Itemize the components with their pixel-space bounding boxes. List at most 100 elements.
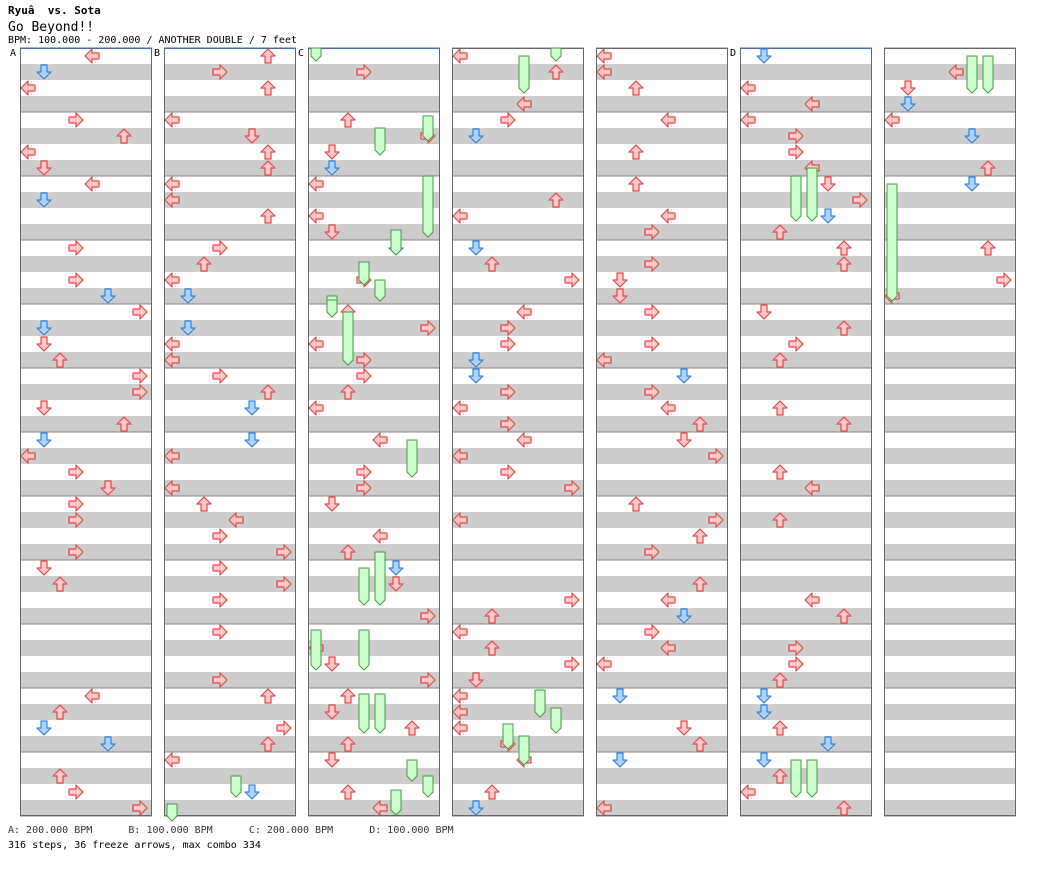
step-arrow: [452, 704, 468, 720]
beat-stripe: [20, 640, 152, 656]
step-arrow: [740, 112, 756, 128]
step-arrow: [500, 320, 516, 336]
beat-stripe: [596, 736, 728, 752]
step-arrow: [468, 128, 484, 144]
step-arrow: [52, 768, 68, 784]
freeze-arrow: [358, 567, 370, 606]
step-arrow: [276, 544, 292, 560]
step-arrow: [820, 736, 836, 752]
freeze-arrow: [550, 707, 562, 734]
chart-stats: 316 steps, 36 freeze arrows, max combo 3…: [8, 840, 261, 851]
step-arrow: [676, 608, 692, 624]
step-arrow: [308, 400, 324, 416]
step-arrow: [212, 672, 228, 688]
beat-stripe: [596, 192, 728, 208]
step-arrow: [660, 208, 676, 224]
beat-stripe: [452, 352, 584, 368]
step-arrow: [484, 608, 500, 624]
step-arrow: [452, 448, 468, 464]
step-arrow: [340, 112, 356, 128]
beat-stripe: [884, 288, 1016, 304]
freeze-arrow: [982, 55, 994, 94]
beat-stripe: [740, 736, 872, 752]
freeze-arrow: [790, 175, 802, 222]
beat-stripe: [452, 544, 584, 560]
step-arrow: [788, 336, 804, 352]
step-arrow: [244, 400, 260, 416]
freeze-arrow: [374, 551, 386, 606]
step-arrow: [788, 144, 804, 160]
beat-stripe: [596, 384, 728, 400]
beat-stripe: [164, 448, 296, 464]
beat-stripe: [308, 640, 440, 656]
chart-panel: [20, 47, 152, 817]
beat-stripe: [596, 288, 728, 304]
step-arrow: [660, 640, 676, 656]
beat-stripe: [884, 480, 1016, 496]
beat-stripe: [884, 320, 1016, 336]
panel-border: [884, 48, 1016, 816]
step-arrow: [772, 400, 788, 416]
freeze-arrow: [374, 127, 386, 156]
step-arrow: [884, 112, 900, 128]
step-arrow: [644, 544, 660, 560]
beat-stripe: [308, 96, 440, 112]
beat-stripe: [884, 192, 1016, 208]
step-arrow: [964, 128, 980, 144]
beat-stripe: [884, 96, 1016, 112]
beat-stripe: [884, 160, 1016, 176]
step-arrow: [276, 720, 292, 736]
step-arrow: [772, 224, 788, 240]
beat-stripe: [596, 352, 728, 368]
beat-stripe: [596, 448, 728, 464]
freeze-arrow: [966, 55, 978, 94]
step-arrow: [452, 208, 468, 224]
step-arrow: [36, 64, 52, 80]
beat-stripe: [884, 512, 1016, 528]
beat-stripe: [452, 320, 584, 336]
step-arrow: [788, 656, 804, 672]
step-arrow: [116, 128, 132, 144]
beat-stripe: [596, 416, 728, 432]
freeze-arrow: [806, 167, 818, 222]
step-arrow: [20, 144, 36, 160]
step-arrow: [468, 800, 484, 816]
beat-stripe: [884, 736, 1016, 752]
beat-stripe: [884, 640, 1016, 656]
beat-stripe: [164, 416, 296, 432]
beat-stripe: [308, 480, 440, 496]
step-arrow: [68, 112, 84, 128]
beat-stripe: [740, 704, 872, 720]
step-arrow: [68, 784, 84, 800]
step-arrow: [900, 96, 916, 112]
beat-stripe: [20, 384, 152, 400]
step-arrow: [692, 528, 708, 544]
song-subtitle: Go Beyond!!: [8, 20, 95, 35]
beat-stripe: [452, 256, 584, 272]
step-arrow: [212, 592, 228, 608]
step-arrow: [324, 656, 340, 672]
beat-stripe: [452, 672, 584, 688]
step-arrow: [644, 336, 660, 352]
beat-stripe: [308, 192, 440, 208]
step-arrow: [676, 432, 692, 448]
beat-stripe: [164, 704, 296, 720]
step-arrow: [308, 176, 324, 192]
step-arrow: [356, 480, 372, 496]
beat-stripe: [308, 416, 440, 432]
step-arrow: [500, 384, 516, 400]
beat-stripe: [452, 608, 584, 624]
beat-stripe: [164, 480, 296, 496]
step-arrow: [372, 528, 388, 544]
step-arrow: [692, 576, 708, 592]
beat-stripe: [308, 352, 440, 368]
beat-stripe: [308, 128, 440, 144]
beat-stripe: [308, 544, 440, 560]
step-arrow: [260, 80, 276, 96]
beat-stripe: [452, 384, 584, 400]
beat-stripe: [20, 192, 152, 208]
step-arrow: [36, 400, 52, 416]
beat-stripe: [20, 800, 152, 816]
freeze-arrow: [326, 299, 338, 318]
step-arrow: [676, 720, 692, 736]
